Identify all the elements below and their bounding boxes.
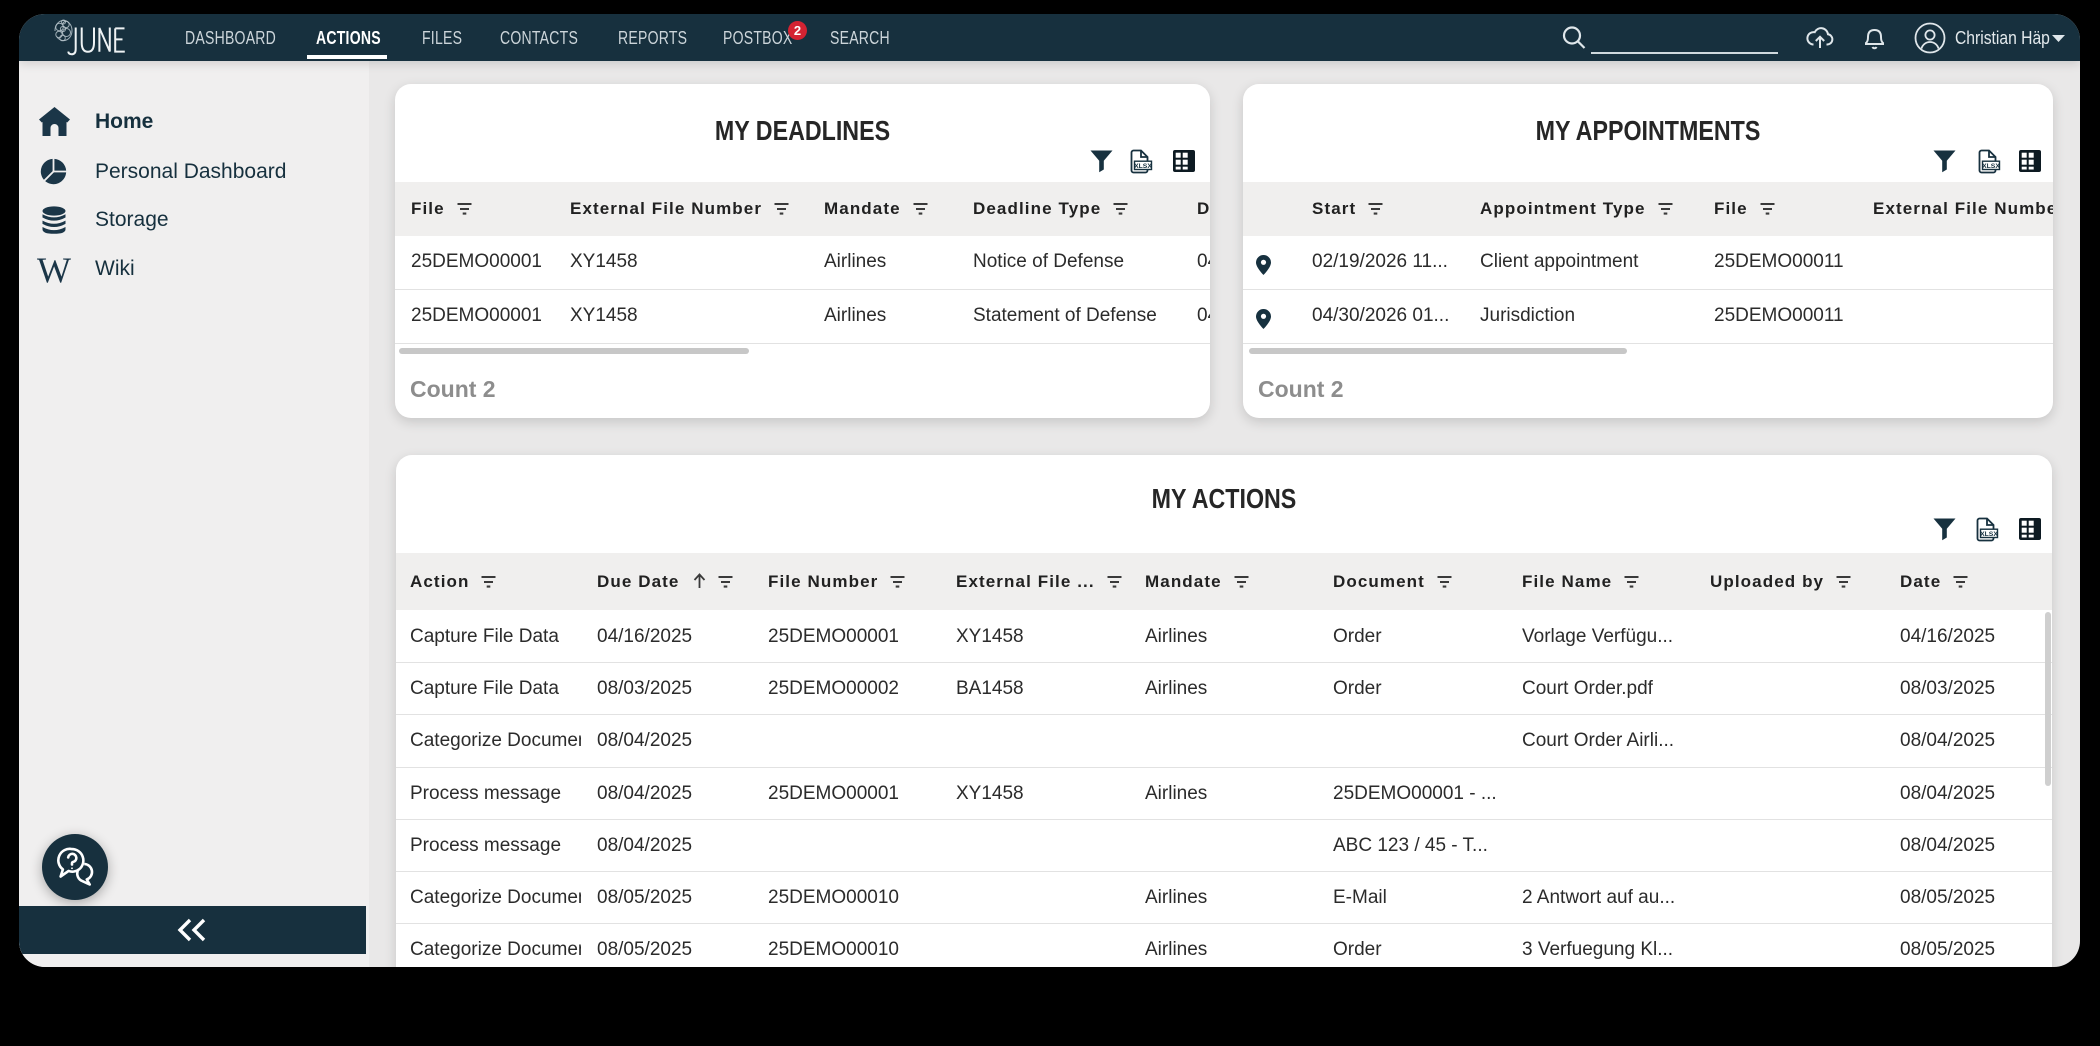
svg-text:XLSX: XLSX [1134,163,1152,170]
svg-text:XLSX: XLSX [1982,163,2000,170]
svg-text:XLSX: XLSX [1980,531,1998,538]
